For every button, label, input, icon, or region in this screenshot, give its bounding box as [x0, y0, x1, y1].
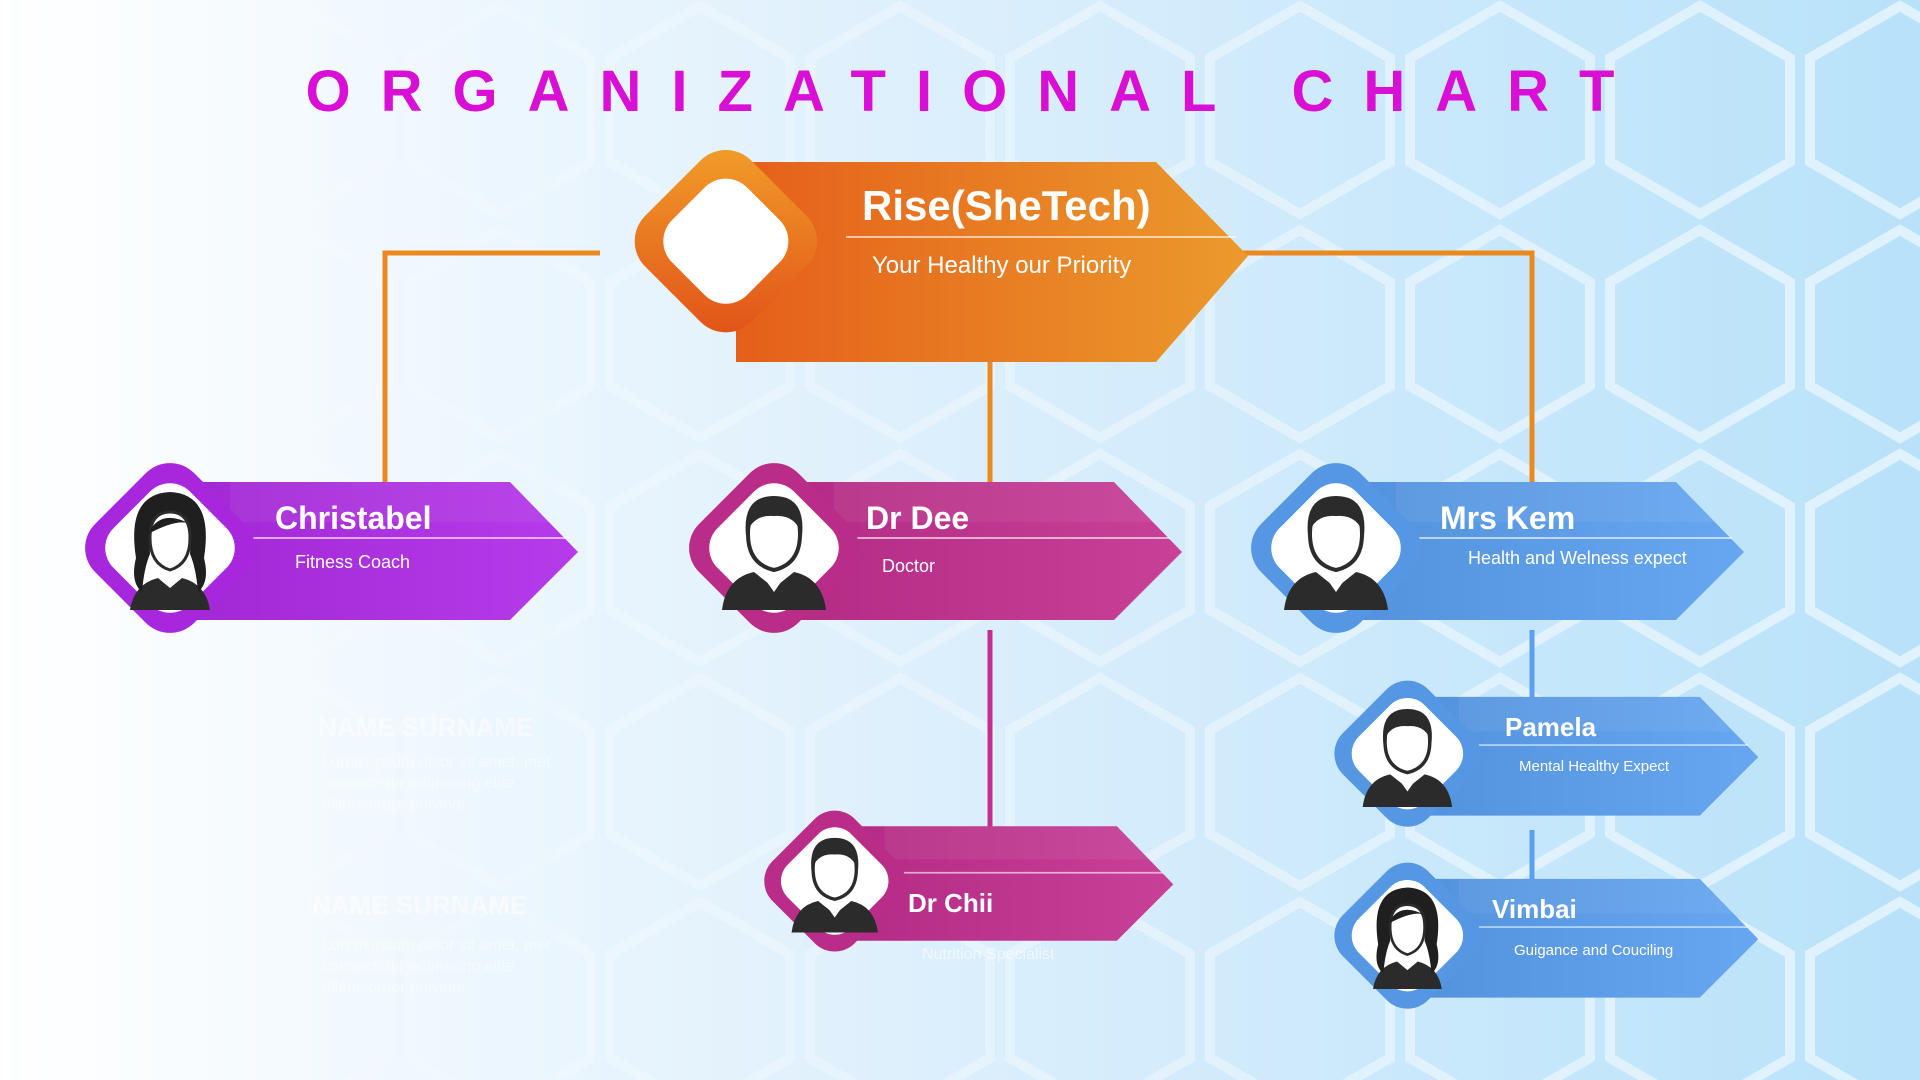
page-title: ORGANIZATIONAL CHART: [305, 59, 1645, 124]
placeholder-name-1: NAME SURNAME: [318, 712, 534, 742]
member-name: Pamela: [1505, 712, 1597, 742]
female-avatar-icon: [130, 492, 210, 610]
member-role: Guigance and Couciling: [1514, 942, 1674, 959]
member-name: Dr Chii: [908, 888, 994, 918]
placeholder-name-2: NAME SURNAME: [312, 890, 528, 920]
member-role: Nutrition Specialist: [922, 946, 1055, 963]
member-card-shape: [764, 810, 1174, 952]
member-node-vimbai[interactable]: Vimbai Guigance and Couciling: [1330, 860, 1760, 1023]
male-avatar-icon: [1362, 708, 1453, 807]
member-node-pamela[interactable]: Pamela Mental Healthy Expect: [1330, 678, 1760, 841]
placeholder-text-1: Lorem ipsum dolor sit amet, met consecte…: [322, 754, 551, 813]
member-card-shape: [689, 463, 1182, 633]
member-card-shape: [1334, 862, 1759, 1009]
member-node-dr-chii[interactable]: Dr Chii Nutrition Specialist: [760, 808, 1175, 966]
member-node-dr-dee[interactable]: Dr Dee Doctor: [684, 460, 1184, 650]
male-avatar-icon: [791, 837, 878, 933]
member-role: Doctor: [882, 556, 936, 576]
male-avatar-icon: [1284, 496, 1388, 610]
member-name: Vimbai: [1492, 894, 1577, 924]
member-role: Fitness Coach: [295, 552, 411, 572]
member-name: Christabel: [275, 500, 432, 536]
male-avatar-icon: [722, 496, 826, 610]
member-role: Health and Welness expect: [1468, 548, 1687, 568]
member-node-mrs-kem[interactable]: Mrs Kem Health and Welness expect: [1246, 460, 1746, 650]
root-tagline: Your Healthy our Priority: [872, 252, 1132, 279]
member-card-shape: [1251, 463, 1744, 633]
member-role: Mental Healthy Expect: [1519, 758, 1670, 775]
connector-root-christabel: [382, 250, 600, 490]
member-node-christabel[interactable]: Christabel Fitness Coach: [80, 460, 580, 650]
root-name: Rise(SheTech): [862, 182, 1151, 229]
member-name: Mrs Kem: [1440, 500, 1576, 536]
connector-root-mrskem: [1240, 250, 1535, 490]
female-avatar-icon: [1373, 887, 1442, 989]
member-card-shape: [85, 463, 578, 633]
member-name: Dr Dee: [866, 500, 970, 536]
root-node[interactable]: Rise(SheTech) Your Healthy our Priority: [596, 134, 1251, 394]
member-card-shape: [1334, 680, 1759, 827]
placeholder-text-2: Lorem ipsum dolor sit amet, met consecte…: [322, 937, 551, 996]
